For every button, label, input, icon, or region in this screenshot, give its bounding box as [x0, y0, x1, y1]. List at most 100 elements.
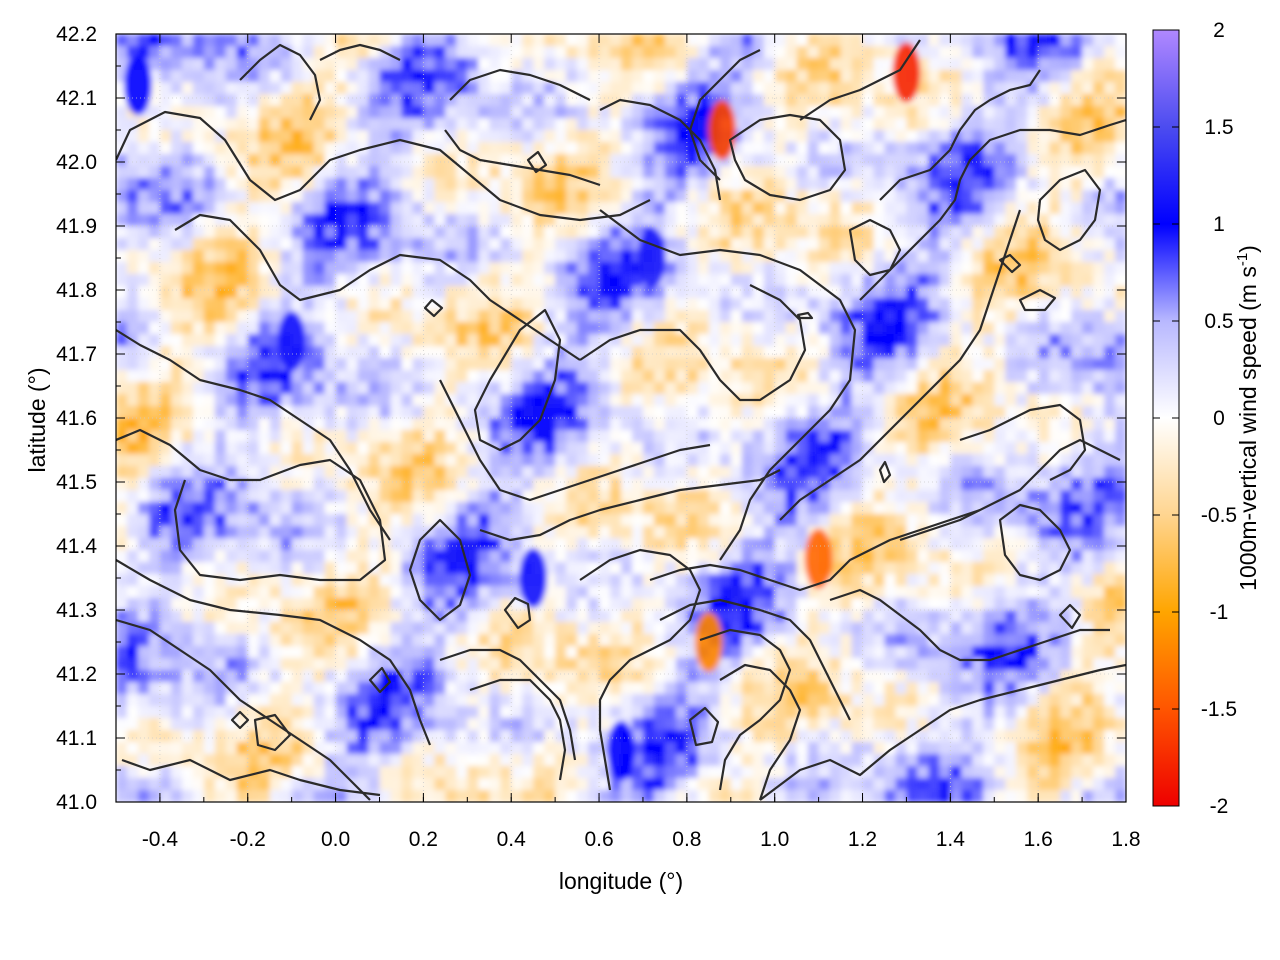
field-cell — [1038, 310, 1050, 323]
field-cell — [159, 430, 172, 443]
field-cell — [357, 454, 370, 467]
field-cell — [203, 82, 216, 95]
field-cell — [280, 202, 293, 215]
field-cell — [302, 514, 315, 527]
field-cell — [445, 610, 457, 623]
field-cell — [807, 214, 820, 227]
field-cell — [1093, 598, 1105, 611]
field-cell — [763, 526, 776, 539]
field-cell — [642, 418, 655, 431]
field-cell — [456, 406, 468, 419]
field-cell — [994, 490, 1006, 503]
field-cell — [994, 250, 1006, 263]
field-cell — [653, 190, 666, 203]
field-cell — [291, 670, 304, 683]
field-cell — [555, 70, 567, 83]
field-cell — [247, 454, 260, 467]
field-cell — [840, 70, 853, 83]
field-cell — [961, 346, 973, 359]
field-cell — [686, 514, 699, 527]
field-cell — [214, 394, 227, 407]
field-cell — [961, 418, 973, 431]
field-cell — [621, 166, 633, 179]
field-cell — [752, 466, 765, 479]
field-cell — [390, 322, 403, 335]
field-cell — [730, 202, 743, 215]
field-cell — [313, 274, 326, 287]
field-cell — [642, 634, 655, 647]
field-cell — [785, 154, 798, 167]
field-cell — [1038, 622, 1050, 635]
field-cell — [829, 646, 842, 659]
field-cell — [653, 286, 666, 299]
field-cell — [1060, 214, 1072, 227]
field-cell — [324, 46, 337, 59]
field-cell — [467, 322, 479, 335]
field-cell — [170, 238, 183, 251]
field-cell — [664, 670, 677, 683]
field-cell — [511, 298, 523, 311]
field-cell — [774, 250, 787, 263]
field-cell — [346, 70, 359, 83]
field-cell — [577, 118, 589, 131]
field-cell — [961, 58, 973, 71]
field-cell — [203, 418, 216, 431]
field-cell — [796, 70, 809, 83]
field-cell — [269, 502, 282, 515]
field-cell — [522, 322, 534, 335]
field-cell — [247, 670, 260, 683]
field-cell — [522, 202, 534, 215]
field-cell — [533, 442, 545, 455]
field-cell — [829, 286, 842, 299]
field-cell — [126, 586, 139, 599]
field-cell — [730, 394, 743, 407]
field-cell — [774, 526, 787, 539]
field-cell — [840, 562, 853, 575]
field-cell — [621, 562, 633, 575]
field-cell — [774, 94, 787, 107]
field-cell — [686, 574, 699, 587]
field-cell — [335, 130, 348, 143]
field-cell — [456, 190, 468, 203]
field-cell — [1049, 130, 1061, 143]
field-cell — [478, 670, 490, 683]
field-cell — [170, 142, 183, 155]
field-cell — [181, 58, 194, 71]
field-cell — [1027, 226, 1039, 239]
field-cell — [302, 538, 315, 551]
field-cell — [324, 670, 337, 683]
field-cell — [972, 586, 984, 599]
field-cell — [599, 82, 611, 95]
field-cell — [258, 142, 271, 155]
field-cell — [741, 334, 754, 347]
field-cell — [840, 490, 853, 503]
field-cell — [456, 166, 468, 179]
field-cell — [126, 346, 139, 359]
field-cell — [697, 82, 710, 95]
field-cell — [1104, 646, 1116, 659]
field-cell — [302, 190, 315, 203]
field-cell — [214, 646, 227, 659]
field-cell — [247, 394, 260, 407]
field-cell — [533, 142, 545, 155]
field-cell — [928, 34, 940, 47]
field-cell — [983, 442, 995, 455]
field-cell — [884, 526, 897, 539]
field-cell — [873, 214, 886, 227]
field-cell — [269, 202, 282, 215]
field-cell — [500, 142, 512, 155]
field-cell — [1082, 490, 1094, 503]
field-cell — [785, 406, 798, 419]
field-cell — [159, 658, 172, 671]
field-cell — [763, 430, 776, 443]
field-cell — [467, 454, 479, 467]
field-cell — [1104, 106, 1116, 119]
field-cell — [170, 406, 183, 419]
field-cell — [774, 262, 787, 275]
field-cell — [434, 646, 446, 659]
field-cell — [972, 610, 984, 623]
field-cell — [566, 634, 578, 647]
field-cell — [269, 358, 282, 371]
field-cell — [599, 190, 611, 203]
field-cell — [1071, 238, 1083, 251]
